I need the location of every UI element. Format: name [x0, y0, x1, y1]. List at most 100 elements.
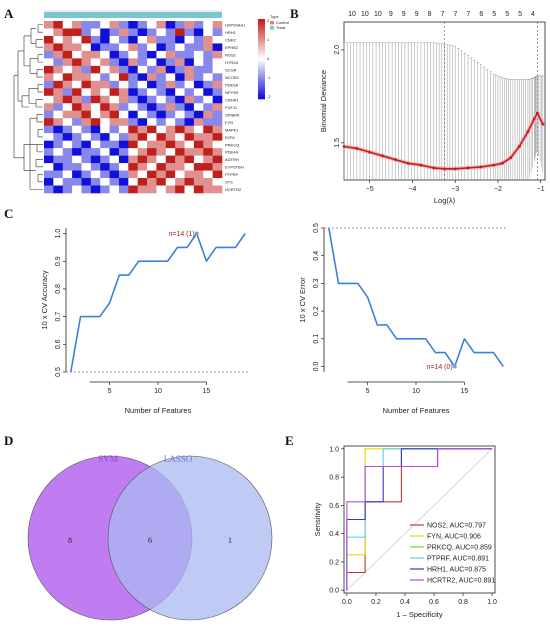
heatmap-cell	[203, 118, 213, 126]
heatmap-cell	[62, 35, 73, 44]
heatmap-cell	[44, 110, 54, 119]
color-scale-segment	[258, 67, 265, 70]
x-tick-label: 15	[203, 388, 211, 395]
heatmap-cell	[203, 65, 213, 74]
heatmap-cell	[100, 125, 110, 134]
heatmap-cell	[53, 103, 64, 112]
heatmap-row-label: NCOR1	[225, 75, 240, 80]
deviance-point	[535, 111, 539, 115]
heatmap-cell	[193, 58, 204, 67]
heatmap-cell	[212, 35, 223, 44]
heatmap-cell	[90, 125, 101, 134]
heatmap-cell	[81, 88, 92, 97]
heatmap-cell	[175, 58, 185, 67]
heatmap-cell	[203, 170, 213, 179]
x-tick-label: −5	[366, 186, 374, 193]
top-df-label: 4	[531, 11, 535, 18]
heatmap-cell	[165, 110, 176, 119]
color-scale-segment	[258, 71, 265, 74]
heatmap-cell	[118, 178, 129, 186]
row-dendrogram	[13, 24, 43, 190]
y-axis-label: 10 x CV Accuracy	[40, 270, 49, 329]
heatmap-cell	[62, 118, 73, 126]
heatmap-cell	[184, 170, 195, 179]
color-scale-segment	[258, 95, 265, 98]
heatmap-cell	[109, 148, 120, 156]
y-tick-label: 0.2	[329, 559, 339, 566]
heatmap-cell	[100, 170, 110, 179]
heatmap-cell	[62, 88, 73, 97]
heatmap-cell	[193, 118, 204, 126]
heatmap-cell	[147, 133, 157, 141]
y-axis-label: Sensitivity	[313, 502, 322, 536]
heatmap-cell	[128, 103, 138, 112]
heatmap-cell	[147, 21, 157, 29]
deviance-point	[479, 165, 483, 169]
heatmap-cell	[100, 178, 110, 186]
y-tick-label: 0.0	[329, 588, 339, 595]
heatmap-cell	[81, 125, 92, 134]
heatmap-cell	[212, 88, 223, 97]
heatmap-cell	[62, 95, 73, 104]
heatmap-cell	[156, 133, 167, 141]
heatmap-cell	[90, 21, 101, 29]
heatmap-cell	[90, 58, 101, 67]
heatmap-cell	[53, 43, 64, 52]
heatmap-cell	[81, 170, 92, 179]
heatmap-cell	[53, 95, 64, 104]
y-tick-label: 0.7	[55, 312, 62, 322]
heatmap-cell	[175, 118, 185, 126]
heatmap-cell	[137, 43, 148, 52]
deviance-point	[453, 167, 457, 171]
color-scale-tick: -1	[267, 75, 271, 80]
heatmap-cell	[212, 28, 223, 37]
heatmap-cell	[62, 185, 73, 194]
deviance-point	[368, 150, 372, 154]
color-scale-segment	[258, 93, 265, 96]
color-scale-segment	[258, 85, 265, 88]
top-df-label: 5	[518, 11, 522, 18]
top-df-label: 7	[466, 11, 470, 18]
heatmap-cell	[184, 50, 195, 59]
heatmap-cell	[118, 28, 129, 37]
heatmap-cell	[203, 155, 213, 164]
heatmap-cell	[212, 155, 223, 164]
cv-curve	[70, 232, 246, 373]
heatmap-cell	[137, 50, 148, 59]
heatmap-cell	[147, 43, 157, 52]
heatmap-cell	[184, 148, 195, 156]
panel-label-c: C	[4, 206, 13, 221]
heatmap-cell	[62, 28, 73, 37]
heatmap-cell	[203, 73, 213, 82]
top-df-label: 9	[402, 11, 406, 18]
heatmap-cell	[203, 178, 213, 186]
heatmap-cell	[156, 148, 167, 156]
best-point	[452, 364, 457, 369]
deviance-point	[526, 130, 530, 134]
heatmap-cell	[184, 58, 195, 67]
heatmap-cell	[81, 155, 92, 164]
heatmap-cell	[118, 133, 129, 141]
heatmap-cell	[137, 21, 148, 29]
lasso-label: LASSO	[164, 454, 193, 464]
heatmap-cell	[193, 140, 204, 149]
legend-label: FYN, AUC=0.906	[427, 534, 481, 541]
heatmap-cell	[81, 58, 92, 67]
venn-panel: SVM LASSO 8 6 1	[27, 454, 273, 621]
heatmap-cell	[62, 140, 73, 149]
heatmap-cell	[156, 163, 167, 171]
heatmap-cell	[184, 185, 195, 194]
legend-label: Treat	[276, 25, 286, 30]
heatmap-cell	[109, 43, 120, 52]
x-tick-label: 0.0	[342, 599, 352, 606]
heatmap-cell	[156, 88, 167, 97]
heatmap-cell	[72, 170, 82, 179]
heatmap-cell	[62, 133, 73, 141]
heatmap-cell	[203, 43, 213, 52]
deviance-point	[419, 163, 423, 167]
legend-label: PRKCQ, AUC=0.859	[427, 545, 492, 552]
color-scale-segment	[258, 37, 265, 40]
top-df-label: 10	[348, 11, 356, 18]
heatmap-cell	[128, 28, 138, 37]
heatmap-cell	[62, 163, 73, 171]
